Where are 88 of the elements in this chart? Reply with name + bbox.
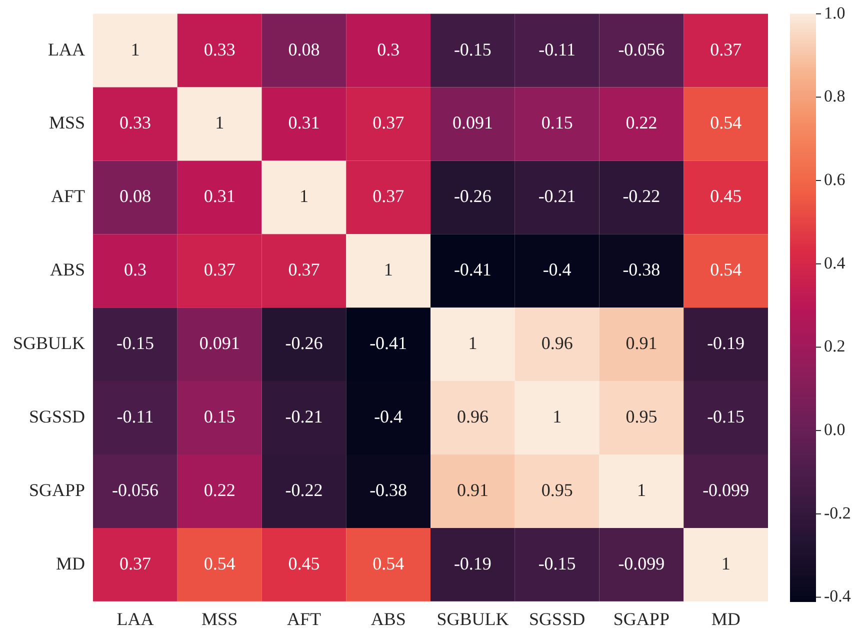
color-bar-label: 0.4 (824, 253, 846, 272)
data-label: 0.37 (710, 39, 742, 60)
y-tick-label: AFT (50, 186, 86, 206)
data-label: 0.54 (710, 260, 742, 280)
data-label: 0.091 (199, 333, 240, 354)
data-label: 1 (721, 553, 730, 574)
data-label: -0.099 (618, 553, 665, 574)
data-label: -0.099 (702, 480, 750, 500)
data-label: -0.26 (285, 333, 323, 354)
data-label: 0.96 (456, 406, 488, 427)
data-label: 0.33 (119, 112, 151, 133)
x-tick-label: ABS (370, 608, 406, 629)
data-label: 0.37 (372, 186, 404, 206)
color-bar-label: -0.2 (824, 503, 851, 522)
y-tick-label: ABS (50, 260, 86, 280)
data-label: 0.45 (288, 553, 320, 574)
data-label: -0.41 (454, 260, 492, 280)
color-bar-label: 0.8 (824, 86, 846, 106)
data-label: -0.11 (538, 39, 576, 60)
data-label: 1 (384, 260, 393, 280)
data-label: 1 (215, 112, 224, 133)
data-label: 0.37 (288, 260, 320, 280)
data-label: -0.15 (707, 406, 745, 427)
data-label: 1 (299, 186, 308, 206)
data-label: 0.37 (204, 260, 236, 280)
data-label: 0.96 (541, 333, 573, 354)
data-label: 1 (552, 406, 562, 427)
data-label: 0.33 (204, 39, 236, 60)
color-bar-label: 1.0 (824, 3, 846, 22)
data-label: -0.38 (370, 480, 408, 500)
data-label: 0.54 (710, 112, 742, 133)
x-tick-label: LAA (116, 608, 154, 629)
data-label: 1 (636, 480, 646, 500)
data-label: 0.15 (541, 112, 573, 133)
data-label: 1 (468, 333, 478, 354)
data-label: -0.15 (538, 553, 576, 574)
data-label: -0.26 (454, 186, 492, 206)
data-label: 0.37 (372, 112, 404, 133)
x-tick-label: SGSSD (529, 608, 586, 629)
y-tick-label: SGAPP (28, 480, 86, 500)
data-label: 0.91 (456, 480, 488, 500)
data-label: -0.11 (116, 406, 154, 427)
data-label: 0.31 (204, 186, 236, 206)
data-label: 0.3 (377, 39, 400, 60)
data-label: -0.4 (374, 406, 403, 427)
data-label: 0.22 (204, 480, 236, 500)
data-label: 0.31 (288, 112, 320, 133)
data-label: -0.38 (622, 260, 660, 280)
data-label: -0.21 (538, 186, 576, 206)
data-label: -0.15 (116, 333, 154, 354)
data-label: 0.95 (541, 480, 573, 500)
data-label: -0.4 (542, 260, 572, 280)
x-tick-label: MD (711, 608, 740, 629)
data-label: 0.45 (710, 186, 742, 206)
x-tick-label: MSS (202, 608, 238, 629)
data-label: 0.91 (626, 333, 658, 354)
data-label: 0.08 (119, 186, 151, 206)
data-label: 0.37 (119, 553, 151, 574)
data-label: -0.15 (454, 39, 492, 60)
color-bar-label: 0.6 (824, 170, 846, 189)
y-tick-label: SGBULK (12, 333, 86, 354)
data-label: 0.3 (124, 260, 146, 280)
y-tick-label: SGSSD (28, 406, 86, 427)
data-label: -0.19 (454, 553, 492, 574)
data-label: -0.22 (622, 186, 660, 206)
color-bar-label: 0.2 (824, 336, 846, 356)
data-label: 0.15 (204, 406, 236, 427)
x-tick-label: SGBULK (436, 608, 509, 629)
data-label: 0.091 (452, 112, 493, 133)
data-label: -0.19 (707, 333, 745, 354)
color-bar-label: 0.0 (824, 420, 846, 440)
x-tick-label: AFT (286, 608, 321, 629)
color-bar-label: -0.4 (824, 586, 852, 606)
data-label: 0.54 (372, 553, 404, 574)
y-tick-label: LAA (48, 39, 86, 60)
data-label: -0.41 (370, 333, 408, 354)
x-tick-label: SGAPP (613, 608, 670, 629)
data-label: -0.056 (618, 39, 665, 60)
y-tick-label: MSS (48, 112, 86, 133)
data-label: 1 (130, 39, 140, 60)
y-tick-label: MD (56, 553, 86, 574)
data-label: -0.22 (285, 480, 323, 500)
data-label: 0.22 (626, 112, 658, 133)
data-label: 0.54 (204, 553, 236, 574)
data-label: 0.95 (626, 406, 658, 427)
data-label: -0.056 (112, 480, 158, 500)
data-label: 0.08 (288, 39, 320, 60)
data-label: -0.21 (285, 406, 323, 427)
